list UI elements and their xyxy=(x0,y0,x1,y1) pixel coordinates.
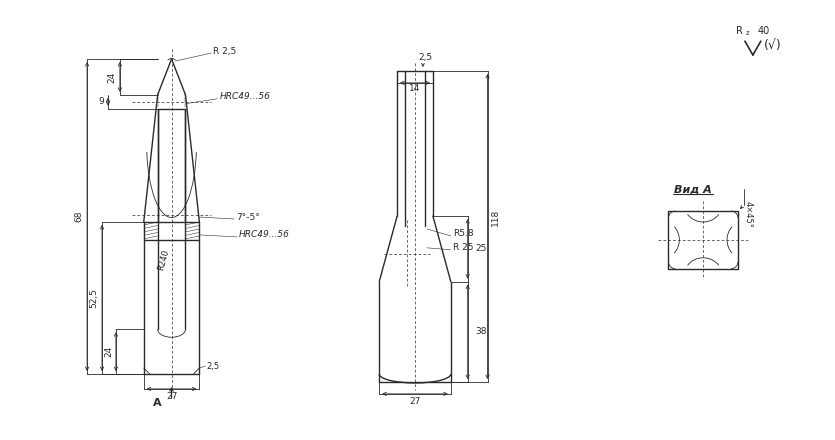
Text: 68: 68 xyxy=(74,211,84,222)
Text: HRC49...56: HRC49...56 xyxy=(220,92,271,101)
Text: 25: 25 xyxy=(476,244,487,253)
Text: 7°-5°: 7°-5° xyxy=(236,213,260,221)
Text: 4×45°: 4×45° xyxy=(743,201,752,228)
Text: R: R xyxy=(736,26,743,36)
Text: R5.8: R5.8 xyxy=(453,229,473,238)
Text: R 25: R 25 xyxy=(453,243,473,252)
Bar xyxy=(668,211,738,269)
Text: Вид А: Вид А xyxy=(675,184,712,194)
Text: 9: 9 xyxy=(99,97,104,106)
Text: 40: 40 xyxy=(758,26,770,36)
Text: 2,5: 2,5 xyxy=(418,52,432,62)
Text: 118: 118 xyxy=(491,209,500,227)
Text: 2,5: 2,5 xyxy=(207,362,220,370)
Text: 27: 27 xyxy=(166,392,177,401)
Text: A: A xyxy=(154,398,162,408)
Text: R240: R240 xyxy=(156,248,171,271)
Text: R 2,5: R 2,5 xyxy=(213,47,236,55)
Text: 52,5: 52,5 xyxy=(89,288,99,308)
Text: (√): (√) xyxy=(764,39,782,51)
Text: HRC49...56: HRC49...56 xyxy=(239,231,290,239)
Text: 14: 14 xyxy=(409,84,421,93)
Text: 24: 24 xyxy=(104,346,114,357)
Text: 27: 27 xyxy=(409,397,421,407)
Text: z: z xyxy=(746,30,750,36)
Text: 38: 38 xyxy=(476,327,487,336)
Text: 24: 24 xyxy=(108,71,116,83)
